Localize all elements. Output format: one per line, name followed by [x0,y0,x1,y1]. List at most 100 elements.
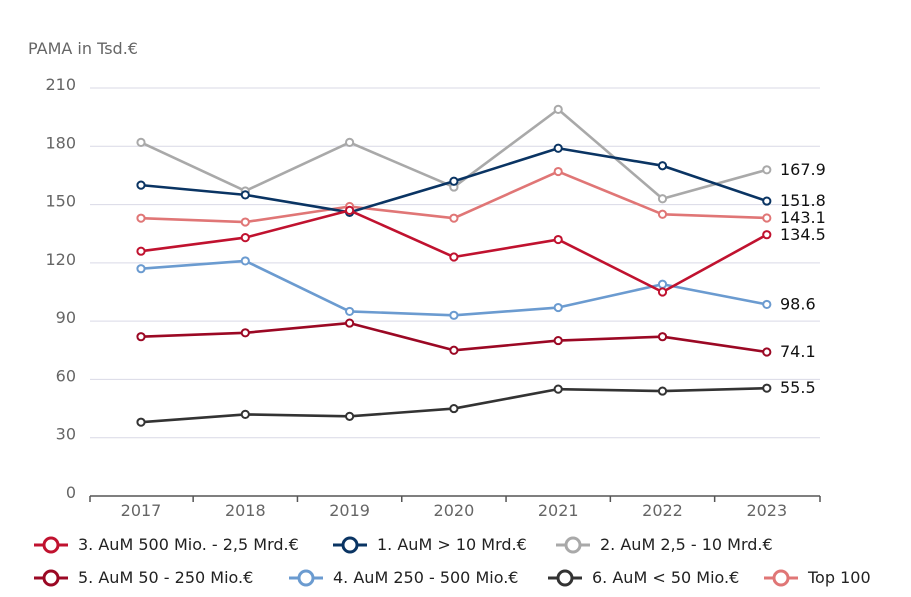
data-point [136,417,146,427]
data-point [449,252,459,262]
data-point [449,345,459,355]
end-value-label: 134.5 [780,225,826,244]
series-4 [136,318,772,357]
series-2 [136,143,772,217]
data-point [553,234,563,245]
legend-item[interactable]: 6. AuM < 50 Mio.€ [548,568,739,587]
data-point [345,205,355,215]
data-point [657,161,668,171]
legend-item[interactable]: 1. AuM > 10 Mrd.€ [333,535,527,554]
data-point [762,196,772,206]
legend-marker-icon [556,569,574,587]
data-point [762,230,772,240]
data-point [449,403,459,414]
legend-marker-icon [341,536,359,554]
data-point [345,411,355,421]
data-point [136,332,146,342]
legend-item[interactable]: 2. AuM 2,5 - 10 Mrd.€ [556,535,773,554]
series-lines [136,104,772,427]
x-tick-label: 2022 [642,501,683,520]
data-point [136,137,146,147]
y-tick-label: 30 [56,425,76,444]
end-value-label: 74.1 [780,342,816,361]
y-tick-label: 180 [45,133,76,152]
legend-item[interactable]: 4. AuM 250 - 500 Mio.€ [289,568,518,587]
legend[interactable]: 3. AuM 500 Mio. - 2,5 Mrd.€ 1. AuM > 10 M… [34,535,871,587]
data-point [240,233,250,243]
x-tick-label: 2019 [329,501,370,520]
data-point [345,137,355,147]
end-value-label: 98.6 [780,294,816,313]
series-3 [136,104,772,204]
legend-marker-icon [297,569,315,587]
y-axis-title: PAMA in Tsd.€ [28,39,138,58]
y-tick-label: 60 [56,366,76,385]
data-point [657,279,668,289]
end-value-label: 143.1 [780,208,826,227]
series-5 [136,256,772,320]
data-point [762,299,772,310]
data-point [553,335,563,346]
legend-label: 6. AuM < 50 Mio.€ [592,568,739,587]
data-point [657,209,668,219]
x-axis: 2017 2018 2019 2020 2021 2022 2023 [89,495,821,520]
data-point [553,384,563,394]
data-point [762,347,772,357]
data-point [240,328,250,338]
legend-item[interactable]: 5. AuM 50 - 250 Mio.€ [34,568,253,587]
data-point [136,180,146,190]
legend-label: 5. AuM 50 - 250 Mio.€ [78,568,253,587]
legend-item[interactable]: Top 100 [764,568,871,587]
x-tick-label: 2017 [121,501,162,520]
legend-marker-icon [772,569,790,587]
data-point [136,264,146,274]
y-tick-label: 0 [66,483,76,502]
data-point [762,213,772,223]
data-point [240,217,250,227]
legend-label: 2. AuM 2,5 - 10 Mrd.€ [600,535,773,554]
data-point [345,306,355,317]
series-1 [136,205,772,297]
x-tick-label: 2021 [538,501,579,520]
legend-label: 4. AuM 250 - 500 Mio.€ [333,568,518,587]
data-point [657,287,668,297]
gridlines [90,87,820,439]
data-point [657,332,668,342]
x-tick-label: 2020 [434,501,475,520]
data-point [345,318,355,328]
y-tick-label: 210 [45,75,76,94]
data-point [449,176,459,186]
data-point [553,166,563,177]
x-tick-label: 2023 [746,501,787,520]
data-point [762,165,772,175]
y-tick-label: 120 [45,250,76,269]
data-point [240,256,250,266]
legend-label: 1. AuM > 10 Mrd.€ [377,535,527,554]
legend-label: 3. AuM 500 Mio. - 2,5 Mrd.€ [78,535,299,554]
legend-marker-icon [564,536,582,554]
y-tick-label: 150 [45,192,76,211]
end-value-label: 167.9 [780,160,826,179]
data-point [240,409,250,419]
data-point [449,310,459,320]
data-point [762,383,772,393]
data-point [553,302,563,313]
legend-item[interactable]: 3. AuM 500 Mio. - 2,5 Mrd.€ [34,535,299,554]
y-tick-label: 90 [56,308,76,327]
series-line [140,259,768,317]
data-point [449,213,459,223]
x-tick-label: 2018 [225,501,266,520]
data-point [240,190,250,200]
data-point [136,213,146,223]
legend-marker-icon [42,569,60,587]
data-point [553,104,563,114]
data-point [657,386,668,396]
end-value-label: 151.8 [780,191,826,210]
series-7 [136,166,772,227]
y-tick-labels: 0 30 60 90 120 150 180 210 [45,75,76,502]
data-point [657,194,668,204]
legend-label: Top 100 [807,568,871,587]
end-value-label: 55.5 [780,378,816,397]
